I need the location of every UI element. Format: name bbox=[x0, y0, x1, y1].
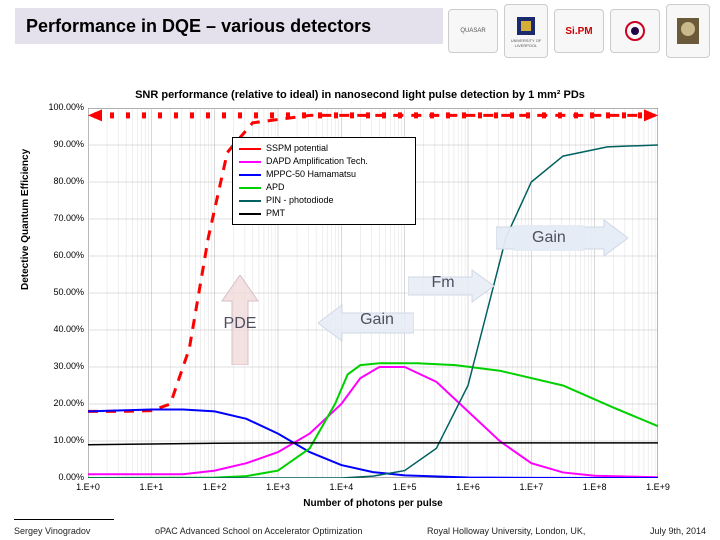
legend-label: DAPD Amplification Tech. bbox=[266, 155, 368, 168]
legend-swatch bbox=[239, 148, 261, 150]
ytick: 90.00% bbox=[42, 139, 84, 149]
footer-place: Royal Holloway University, London, UK, bbox=[427, 526, 585, 536]
xtick: 1.E+2 bbox=[203, 482, 227, 492]
anno-gain1: Gain bbox=[318, 303, 414, 343]
footer-separator bbox=[14, 519, 114, 520]
legend-swatch bbox=[239, 161, 261, 163]
logo-row: QUASAR UNIVERSITY OF LIVERPOOL Si.PM bbox=[448, 2, 710, 60]
legend-swatch bbox=[239, 187, 261, 189]
ytick: 20.00% bbox=[42, 398, 84, 408]
chart-title: SNR performance (relative to ideal) in n… bbox=[60, 89, 660, 101]
ytick: 50.00% bbox=[42, 287, 84, 297]
footer-author: Sergey Vinogradov bbox=[14, 526, 90, 536]
ytick: 100.00% bbox=[42, 102, 84, 112]
legend-row: MPPC-50 Hamamatsu bbox=[239, 168, 409, 181]
ytick: 80.00% bbox=[42, 176, 84, 186]
xtick: 1.E+5 bbox=[393, 482, 417, 492]
legend-row: PMT bbox=[239, 207, 409, 220]
xtick: 1.E+3 bbox=[266, 482, 290, 492]
ytick: 40.00% bbox=[42, 324, 84, 334]
xtick: 1.E+1 bbox=[139, 482, 163, 492]
xtick: 1.E+9 bbox=[646, 482, 670, 492]
logo-quasar: QUASAR bbox=[448, 9, 498, 53]
legend-row: APD bbox=[239, 181, 409, 194]
legend-row: PIN - photodiode bbox=[239, 194, 409, 207]
slide-title-bar: Performance in DQE – various detectors bbox=[15, 8, 443, 44]
xtick: 1.E+4 bbox=[329, 482, 353, 492]
ytick: 30.00% bbox=[42, 361, 84, 371]
xtick: 1.E+6 bbox=[456, 482, 480, 492]
logo-sipm: Si.PM bbox=[554, 9, 604, 53]
legend-label: MPPC-50 Hamamatsu bbox=[266, 168, 356, 181]
xtick: 1.E+8 bbox=[583, 482, 607, 492]
xtick: 1.E+7 bbox=[519, 482, 543, 492]
anno-gain2: Gain bbox=[496, 218, 628, 258]
footer-school: oPAC Advanced School on Accelerator Opti… bbox=[155, 526, 362, 536]
ytick: 70.00% bbox=[42, 213, 84, 223]
ytick: 10.00% bbox=[42, 435, 84, 445]
slide-footer: Sergey Vinogradov oPAC Advanced School o… bbox=[0, 526, 720, 536]
legend-swatch bbox=[239, 213, 261, 215]
y-axis-label: Detective Quantum Efficiency bbox=[20, 149, 31, 290]
legend-row: DAPD Amplification Tech. bbox=[239, 155, 409, 168]
logo-lebedev bbox=[666, 4, 710, 58]
footer-date: July 9th, 2014 bbox=[650, 526, 706, 536]
legend-label: PMT bbox=[266, 207, 285, 220]
anno-pde: PDE bbox=[218, 275, 262, 365]
legend-label: PIN - photodiode bbox=[266, 194, 334, 207]
legend-label: SSPM potential bbox=[266, 142, 328, 155]
slide-title: Performance in DQE – various detectors bbox=[26, 16, 371, 37]
legend-swatch bbox=[239, 174, 261, 176]
legend-label: APD bbox=[266, 181, 285, 194]
legend-row: SSPM potential bbox=[239, 142, 409, 155]
legend-swatch bbox=[239, 200, 261, 202]
x-axis-label: Number of photons per pulse bbox=[88, 498, 658, 509]
anno-fm: Fm bbox=[408, 268, 494, 304]
logo-cockcroft bbox=[610, 9, 660, 53]
ytick: 0.00% bbox=[42, 472, 84, 482]
xtick: 1.E+0 bbox=[76, 482, 100, 492]
ytick: 60.00% bbox=[42, 250, 84, 260]
logo-liverpool: UNIVERSITY OF LIVERPOOL bbox=[504, 4, 548, 58]
chart-legend: SSPM potentialDAPD Amplification Tech.MP… bbox=[232, 137, 416, 225]
